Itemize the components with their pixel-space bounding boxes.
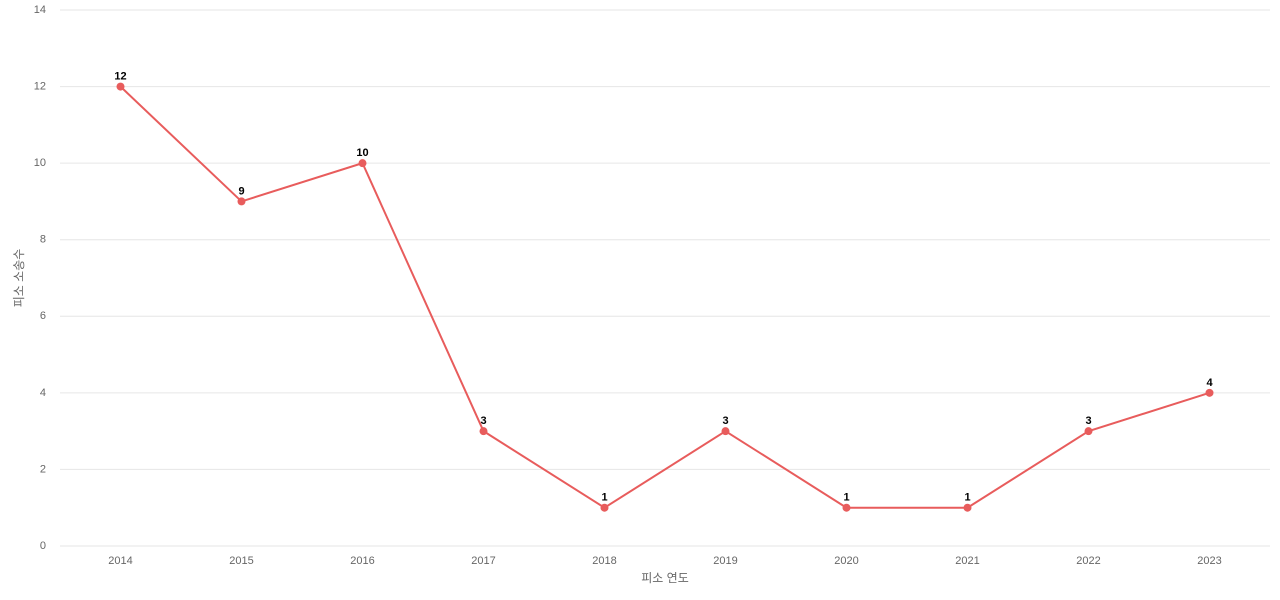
value-label: 1 <box>843 492 849 504</box>
x-tick-label: 2015 <box>229 555 253 567</box>
point <box>600 503 609 512</box>
point <box>1084 427 1093 436</box>
point <box>721 427 730 436</box>
point <box>358 159 367 168</box>
line <box>119 85 1210 509</box>
value-label: 1 <box>601 492 607 504</box>
y-tick-label: 10 <box>34 157 46 169</box>
y-tick-label: 2 <box>40 463 46 475</box>
x-tick-label: 2022 <box>1076 555 1100 567</box>
x-tick-label: 2018 <box>592 555 616 567</box>
y-tick-label: 6 <box>40 310 46 322</box>
point <box>237 197 246 206</box>
y-axis-title: 피소 소송수 <box>12 249 26 308</box>
y-tick-label: 4 <box>40 387 46 399</box>
x-tick-label: 2023 <box>1197 555 1221 567</box>
y-tick-label: 0 <box>40 540 46 552</box>
point <box>1205 388 1214 397</box>
x-tick-label: 2016 <box>350 555 374 567</box>
value-label: 12 <box>114 70 126 82</box>
point <box>963 503 972 512</box>
value-label: 10 <box>356 147 368 159</box>
value-label: 3 <box>480 415 486 427</box>
x-tick-label: 2017 <box>471 555 495 567</box>
x-tick-label: 2014 <box>108 555 132 567</box>
y-tick-label: 14 <box>34 4 46 16</box>
point <box>842 503 851 512</box>
value-label: 3 <box>1085 415 1091 427</box>
point <box>479 427 488 436</box>
value-label: 9 <box>238 185 244 197</box>
value-label: 1 <box>964 492 970 504</box>
x-axis-title: 피소 연도 <box>641 571 689 585</box>
x-tick-label: 2019 <box>713 555 737 567</box>
value-label: 4 <box>1206 377 1213 389</box>
value-label: 3 <box>722 415 728 427</box>
point <box>116 82 125 91</box>
x-tick-label: 2020 <box>834 555 858 567</box>
x-tick-label: 2021 <box>955 555 979 567</box>
y-tick-label: 8 <box>40 234 46 246</box>
y-tick-label: 12 <box>34 80 46 92</box>
